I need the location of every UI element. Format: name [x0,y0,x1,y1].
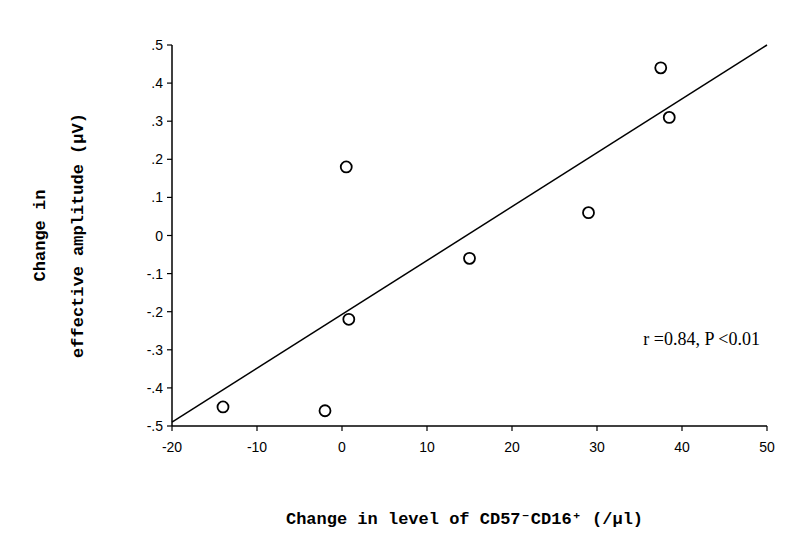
y-tick [167,82,172,83]
x-tick-label: 30 [589,439,605,455]
y-tick [167,44,172,45]
x-axis [172,425,767,427]
data-point [343,314,354,325]
y-axis-label: effective amplitude (μV) [69,113,88,358]
background [0,0,800,535]
x-tick-label: -20 [162,439,182,455]
y-tick [167,121,172,122]
x-tick [596,426,597,431]
annotation: r =0.84, P <0.01 [643,329,760,349]
y-tick [167,159,172,160]
plot-marks [172,45,767,422]
data-point [583,207,594,218]
y-tick [167,387,172,388]
y-tick-label: -.5 [147,418,164,434]
x-tick-label: 50 [759,439,775,455]
y-tick-label: -.2 [147,304,164,320]
x-tick-label: 0 [338,439,346,455]
y-tick [167,273,172,274]
y-tick [167,235,172,236]
x-tick [681,426,682,431]
x-tick-label: 20 [504,439,520,455]
x-tick-label: 40 [674,439,690,455]
y-tick-label: -.1 [147,266,164,282]
x-tick-label: 10 [419,439,435,455]
y-tick-label: .1 [151,189,163,205]
y-tick [167,311,172,312]
y-tick-label: -.3 [147,342,164,358]
y-tick [167,197,172,198]
x-tick [171,426,172,431]
y-tick-label: .4 [151,75,163,91]
data-point [341,161,352,172]
data-point [655,62,666,73]
x-axis-label: Change in level of CD57⁻CD16⁺ (/μl) [286,510,643,529]
x-tick [426,426,427,431]
y-tick-label: .5 [151,37,163,53]
data-point [664,112,675,123]
x-tick [256,426,257,431]
x-tick-label: -10 [247,439,267,455]
data-point [320,405,331,416]
y-tick [167,425,172,426]
regression-line [172,45,767,422]
y-tick-label: 0 [155,228,163,244]
data-point [218,401,229,412]
y-tick-label: -.4 [147,380,164,396]
x-tick [341,426,342,431]
x-tick [511,426,512,431]
y-tick-label: .3 [151,113,163,129]
x-tick [766,426,767,431]
y-axis-label: Change in [31,190,50,282]
data-point [464,253,475,264]
y-tick-label: .2 [151,151,163,167]
y-tick [167,349,172,350]
chart: -.5 -.4 -.3 -.2 -.1 0 .1 .2 .3 .4 .5 -20 -10 0 10 20 30 4… [0,0,800,535]
